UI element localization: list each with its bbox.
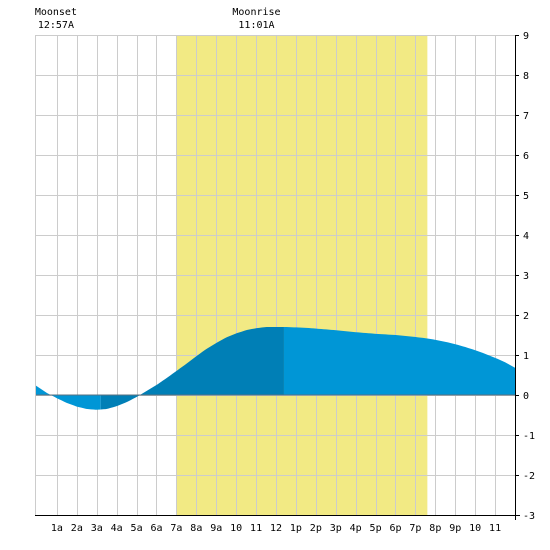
x-tick-label: 7a: [170, 523, 182, 534]
x-tick-label: 8a: [190, 523, 202, 534]
grid-layer: [35, 35, 515, 516]
x-tick-label: 8p: [429, 523, 441, 534]
tide-area-rising: [100, 327, 284, 410]
tide-area-falling: [283, 327, 515, 395]
y-tick-label: 5: [523, 191, 529, 202]
y-tick-label: -2: [523, 471, 535, 482]
x-tick-label: 9a: [210, 523, 222, 534]
x-tick-label: 4a: [111, 523, 123, 534]
y-tick-label: 3: [523, 271, 529, 282]
x-tick-label: 12: [270, 523, 282, 534]
x-tick-label: 1a: [51, 523, 63, 534]
y-tick-label: 0: [523, 391, 529, 402]
moon-event-time: 11:01A: [238, 20, 274, 31]
x-tick-label: 2a: [71, 523, 83, 534]
y-tick-label: 9: [523, 31, 529, 42]
y-tick-label: -1: [523, 431, 535, 442]
y-tick-label: 1: [523, 351, 529, 362]
y-tick-label: -3: [523, 511, 535, 522]
y-tick-label: 2: [523, 311, 529, 322]
y-tick-label: 4: [523, 231, 529, 242]
axis-layer: [35, 35, 520, 520]
y-tick-label: 8: [523, 71, 529, 82]
x-tick-label: 3p: [330, 523, 342, 534]
x-tick-label: 10: [230, 523, 242, 534]
x-tick-label: 4p: [350, 523, 362, 534]
y-tick-label: 7: [523, 111, 529, 122]
x-tick-label: 1p: [290, 523, 302, 534]
x-tick-label: 2p: [310, 523, 322, 534]
x-tick-label: 11: [250, 523, 262, 534]
moon-event-time: 12:57A: [38, 20, 74, 31]
label-layer: 1a 2a 3a 4a 5a 6a 7a 8a 9a 10 11 12 1p 2p 3p 4p 5p 6p 7p 8p…: [35, 7, 535, 534]
x-tick-label: 7p: [409, 523, 421, 534]
moon-event-label: Moonrise: [232, 7, 280, 18]
x-tick-label: 9p: [449, 523, 461, 534]
x-tick-label: 3a: [91, 523, 103, 534]
tide-area-falling: [35, 385, 101, 410]
tide-area-layer: [35, 327, 515, 410]
y-tick-label: 6: [523, 151, 529, 162]
moon-event-label: Moonset: [35, 7, 77, 18]
x-tick-label: 6p: [389, 523, 401, 534]
x-tick-label: 10: [469, 523, 481, 534]
x-tick-label: 5a: [131, 523, 143, 534]
x-tick-label: 5p: [370, 523, 382, 534]
x-tick-label: 6a: [150, 523, 162, 534]
x-tick-label: 11: [489, 523, 501, 534]
